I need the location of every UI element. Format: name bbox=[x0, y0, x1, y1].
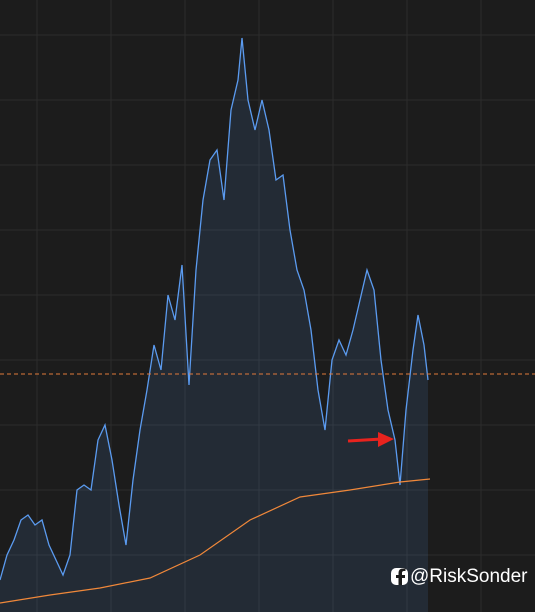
plot bbox=[0, 37, 535, 612]
series-line bbox=[0, 37, 429, 581]
series-line bbox=[0, 478, 431, 604]
icon-glyph bbox=[396, 568, 406, 585]
watermark-icon bbox=[391, 568, 408, 585]
area bbox=[0, 38, 428, 612]
watermark: @RiskSonder bbox=[410, 566, 528, 587]
arrow-shaft bbox=[347, 437, 383, 443]
arrow-head bbox=[378, 432, 394, 447]
